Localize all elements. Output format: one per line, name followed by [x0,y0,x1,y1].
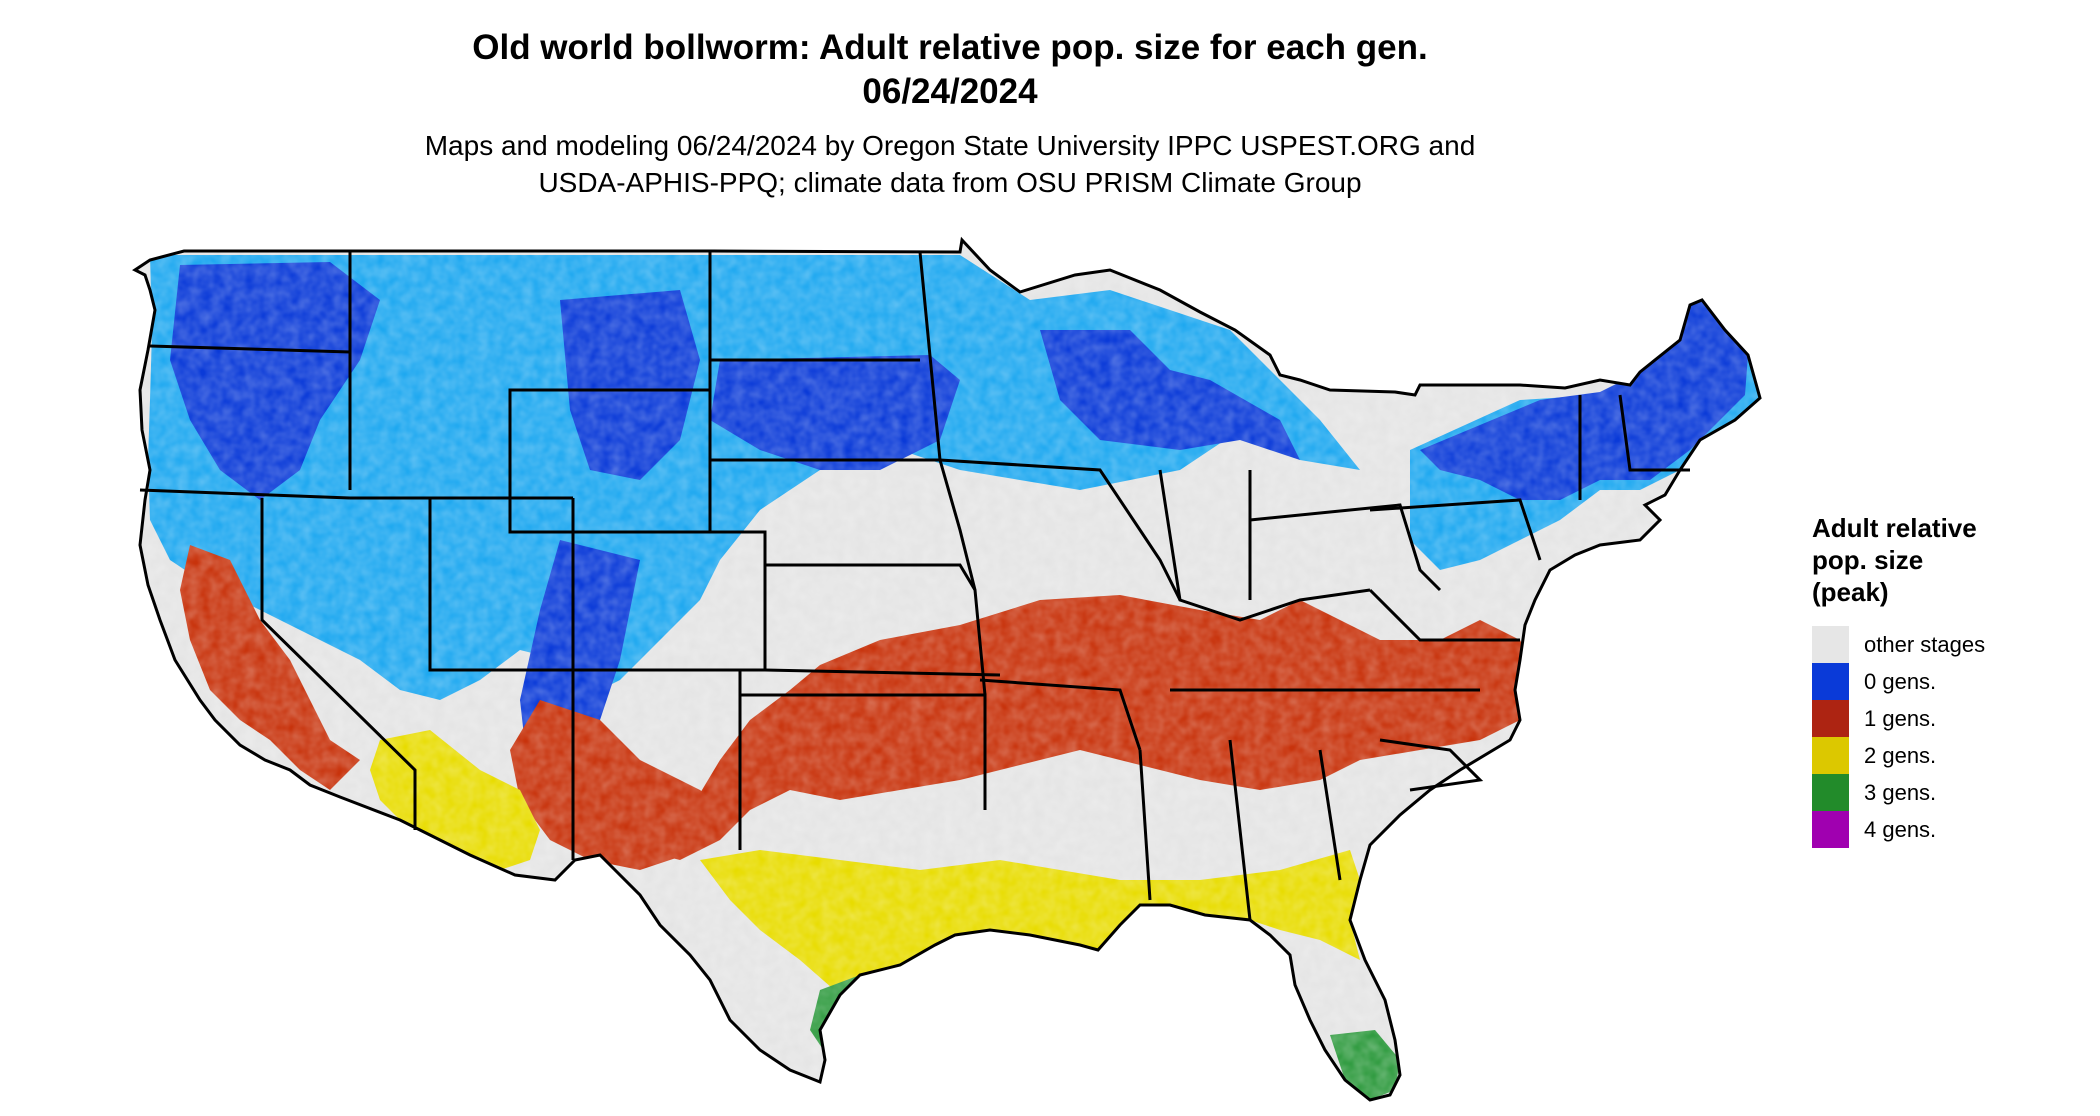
legend-label: 3 gens. [1864,780,1937,805]
boundary-az-nm [571,668,742,860]
map-title: Old world bollworm: Adult relative pop. … [472,28,1428,67]
us-map [133,238,1762,1102]
boundary-new-england [1578,394,1690,500]
legend-swatch [1812,663,1849,700]
legend-title-line: (peak) [1812,577,1889,607]
boundary-ar [979,678,1142,751]
legend-label: 2 gens. [1864,743,1937,768]
legend-item-2-gens: 2 gens. [1812,737,2082,774]
boundary-ut [428,498,575,672]
boundary-ca-nv [260,498,417,830]
boundary-oh [1249,503,1442,592]
map-subtitle-line-2: USDA-APHIS-PPQ; climate data from OSU PR… [538,167,1362,198]
boundary-pa-va [1368,498,1542,642]
boundary-il-in-ky [1158,469,1371,622]
legend-item-0-gens: 0 gens. [1812,663,2082,700]
legend-swatch [1812,700,1849,737]
legend-item-1-gens: 1 gens. [1812,700,2082,737]
map-texture [135,240,1760,1100]
legend-title-line: Adult relative [1812,513,1977,543]
legend-swatch [1812,626,1849,663]
boundary-ks-ne [764,563,1001,677]
legend-item-3-gens: 3 gens. [1812,774,2082,811]
legend-label: 4 gens. [1864,817,1937,842]
legend-title-line: pop. size [1812,545,1924,575]
legend-swatch [1812,811,1849,848]
map-subtitle-line-1: Maps and modeling 06/24/2024 by Oregon S… [424,130,1476,161]
legend-swatch [1812,737,1849,774]
legend-label: 0 gens. [1864,669,1937,694]
map-fill-layers [135,240,1760,1100]
boundary-mn-ia-mo [918,251,987,696]
boundary-carolinas [1379,738,1484,792]
legend: Adult relative pop. size (peak) other st… [1812,512,2082,848]
state-boundaries [133,238,1762,1102]
legend-label: 1 gens. [1864,706,1937,731]
legend-title: Adult relative pop. size (peak) [1812,512,2082,608]
boundary-dakotas [708,252,940,462]
map-date: 06/24/2024 [862,72,1038,111]
boundary-in-tn [1170,470,1480,692]
legend-swatch [1812,774,1849,811]
boundary-ms-al-ga [1138,739,1342,921]
legend-items: other stages 0 gens. 1 gens. 2 gens. 3 g… [1812,626,2082,848]
boundary-or-ca-nv [139,488,351,500]
legend-item-other-stages: other stages [1812,626,2082,663]
legend-label: other stages [1864,632,1986,657]
boundary-ia-il [939,458,1182,601]
legend-item-4-gens: 4 gens. [1812,811,2082,848]
boundary-wa-or [149,344,351,354]
